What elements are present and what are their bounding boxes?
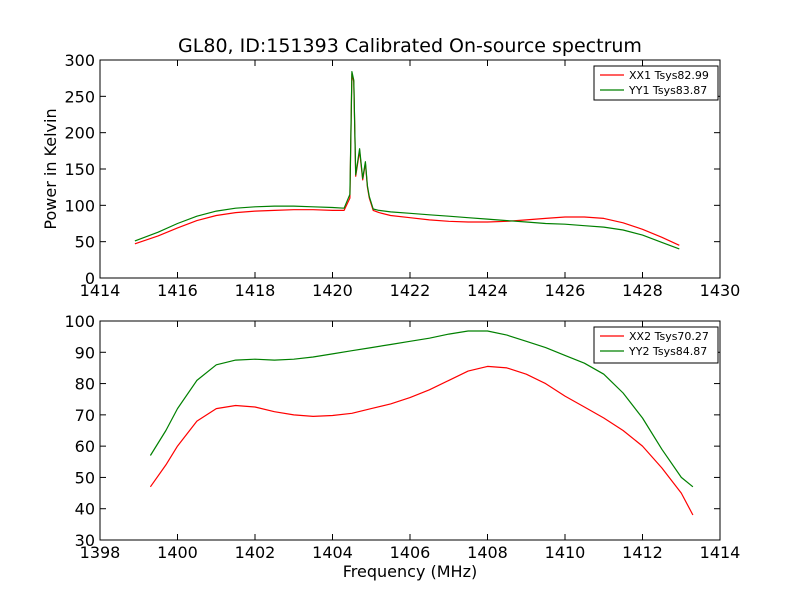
x-tick-label: 1426	[545, 281, 586, 300]
y-tick-label: 100	[64, 196, 95, 215]
y-tick-label: 70	[75, 406, 95, 425]
y-tick-label: 90	[75, 343, 95, 362]
x-tick-label: 1430	[700, 281, 741, 300]
x-tick-label: 1420	[312, 281, 353, 300]
legend-label: XX2 Tsys70.27	[629, 330, 709, 343]
top-plot-panel: 1414 1416 1418 1420 1422 1424 1426 1428 1430 0 50 1…	[64, 51, 740, 300]
y-tick-label: 40	[75, 500, 95, 519]
x-tick-label: 1398	[80, 543, 121, 562]
y-tick-label: 100	[64, 312, 95, 331]
legend-box	[593, 326, 719, 364]
x-tick-label: 1402	[235, 543, 276, 562]
x-tick-label: 1418	[235, 281, 276, 300]
y-tick-label: 50	[75, 233, 95, 252]
y-tick-label: 300	[64, 51, 95, 70]
x-tick-label: 1406	[390, 543, 431, 562]
x-tick-label: 1404	[312, 543, 353, 562]
series-line-bottom-0	[149, 365, 694, 516]
x-tick-label: 1408	[467, 543, 508, 562]
series-line-top-1	[134, 71, 680, 250]
x-tick-label: 1414	[700, 543, 741, 562]
chart-title: GL80, ID:151393 Calibrated On-source spe…	[178, 35, 642, 57]
y-tick-label: 200	[64, 124, 95, 143]
y-tick-label: 80	[75, 375, 95, 394]
x-axis-label: Frequency (MHz)	[343, 562, 477, 581]
x-tick-label: 1422	[390, 281, 431, 300]
legend-label: XX1 Tsys82.99	[629, 69, 709, 82]
legend-label: YY2 Tsys84.87	[628, 345, 707, 358]
legend-label: YY1 Tsys83.87	[628, 84, 707, 97]
y-tick-label: 60	[75, 437, 95, 456]
x-tick-label: 1400	[157, 543, 198, 562]
bottom-plot-panel: 1398 1400 1402 1404 1406 1408 1410 1412 1414 30 40…	[64, 312, 740, 562]
x-tick-label: 1412	[622, 543, 663, 562]
legend-box	[593, 65, 719, 101]
y-tick-label: 0	[85, 269, 95, 288]
x-tick-label: 1414	[80, 281, 121, 300]
series-line-bottom-1	[149, 330, 694, 488]
top-y-axis-label: Power in Kelvin	[41, 108, 60, 229]
y-tick-label: 150	[64, 160, 95, 179]
x-tick-label: 1410	[545, 543, 586, 562]
y-tick-label: 30	[75, 531, 95, 550]
y-tick-label: 50	[75, 468, 95, 487]
x-tick-label: 1416	[157, 281, 198, 300]
x-tick-label: 1428	[622, 281, 663, 300]
y-tick-label: 250	[64, 87, 95, 106]
x-tick-label: 1424	[467, 281, 508, 300]
